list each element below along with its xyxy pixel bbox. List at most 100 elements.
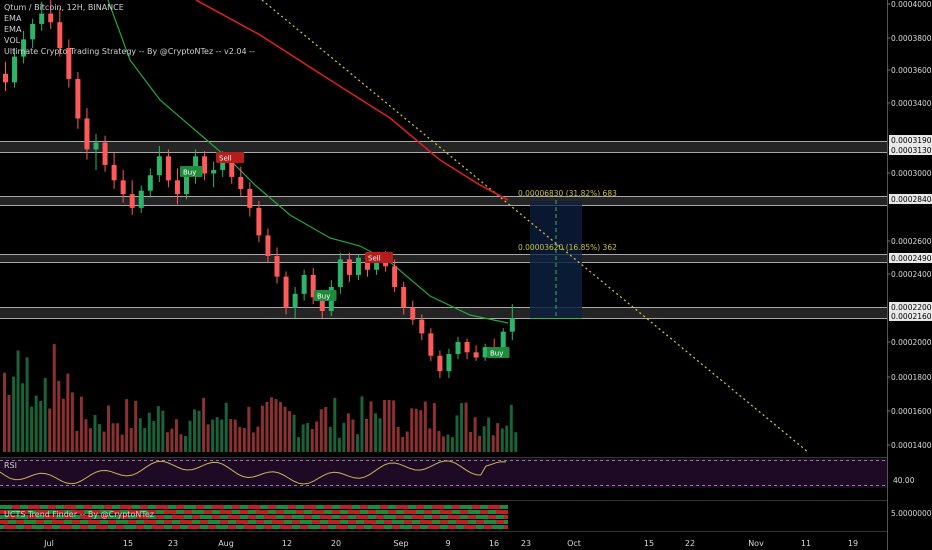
trend-finder-cell [480,505,484,509]
trend-finder-cell [12,520,16,524]
trend-finder-cell [296,520,300,524]
candle-body [292,293,298,308]
trend-finder-cell [20,505,24,509]
trend-finder-cell [424,510,428,514]
candle-body [265,235,271,257]
trend-finder-cell [88,505,92,509]
legend-ema-fast: EMA [4,14,22,23]
trend-finder-cell [232,520,236,524]
trend-finder-cell [340,525,344,529]
trend-finder-cell [348,520,352,524]
trend-finder-cell [40,515,44,519]
trend-finder-cell [28,510,32,514]
trend-finder-cell [84,505,88,509]
trend-finder-cell [436,520,440,524]
trend-finder-cell [392,525,396,529]
trend-finder-cell [124,525,128,529]
trend-finder-cell [192,520,196,524]
trend-finder-cell [460,505,464,509]
volume-bar [473,417,477,452]
trend-finder-cell [108,510,112,514]
trend-finder-cell [224,515,228,519]
volume-bar [360,396,364,452]
trend-finder-cell [380,525,384,529]
price-highlight-box [889,145,932,155]
trend-finder-cell [424,520,428,524]
time-tick-label: Aug [218,539,234,548]
trend-finder-cell [232,525,236,529]
trend-finder-cell [256,510,260,514]
trend-finder-cell [60,510,64,514]
trend-finder-cell [448,520,452,524]
trend-finder-cell [64,505,68,509]
volume-bar [396,426,400,452]
trend-finder-cell [132,510,136,514]
candle [111,152,117,189]
trend-finder-cell [384,515,388,519]
trend-finder-cell [468,515,472,519]
candle-body [346,259,352,275]
volume-bar [482,426,486,452]
trend-finder-cell [244,505,248,509]
trend-finder-cell [128,525,132,529]
volume-bar [446,434,450,452]
trend-finder-cell [404,515,408,519]
candle [437,350,443,379]
trend-finder-cell [64,525,68,529]
volume-bar [215,417,219,452]
candle [292,286,298,318]
volume-bar [75,430,79,452]
candle-body [12,56,18,83]
level-band-fill [0,141,887,153]
trend-finder-cell [480,520,484,524]
trend-finder-cell [476,505,480,509]
trend-finder-cell [60,515,64,519]
trend-finder-cell [44,525,48,529]
trend-finder-cell [112,520,116,524]
candle [410,300,416,325]
trend-finder-cell [112,515,116,519]
candle [48,0,54,30]
candle [355,254,361,281]
trend-finder-cell [416,520,420,524]
trend-finder-cell [204,510,208,514]
buy-signal-text: Buy [490,350,503,358]
volume-bar [464,402,468,452]
trend-finder-cell [356,525,360,529]
trend-finder-cell [24,515,28,519]
trend-finder-cell [296,515,300,519]
volume-bar [401,436,405,452]
trend-finder-cell [196,505,200,509]
trend-finder-cell [428,505,432,509]
trend-finder-cell [276,515,280,519]
candle-body [247,188,253,208]
trend-finder-cell [144,520,148,524]
trend-finder-cell [160,505,164,509]
trend-finder-cell [204,505,208,509]
trend-finder-cell [40,505,44,509]
trend-finder-cell [128,505,132,509]
trend-finder-cell [136,515,140,519]
legend-strategy: Ultimate Crypto Trading Strategy -- By @… [4,47,255,56]
trend-finder-cell [24,520,28,524]
trend-finder-cell [416,525,420,529]
trend-finder-cell [12,505,16,509]
trend-finder-cell [40,510,44,514]
trend-finder-cell [192,515,196,519]
trend-finder-cell [360,520,364,524]
trend-finder-cell [392,515,396,519]
candle-body [301,274,307,294]
trend-finder-cell [460,525,464,529]
trend-finder-cell [228,505,232,509]
trend-finder-cell [16,505,20,509]
volume-bar [174,419,178,452]
trend-finder-cell [116,520,120,524]
volume-bar [116,423,120,452]
trend-finder-cell [272,520,276,524]
trend-finder-cell [392,510,396,514]
time-tick-label: 11 [801,539,811,548]
trend-finder-cell [240,515,244,519]
trend-finder-cell [288,510,292,514]
